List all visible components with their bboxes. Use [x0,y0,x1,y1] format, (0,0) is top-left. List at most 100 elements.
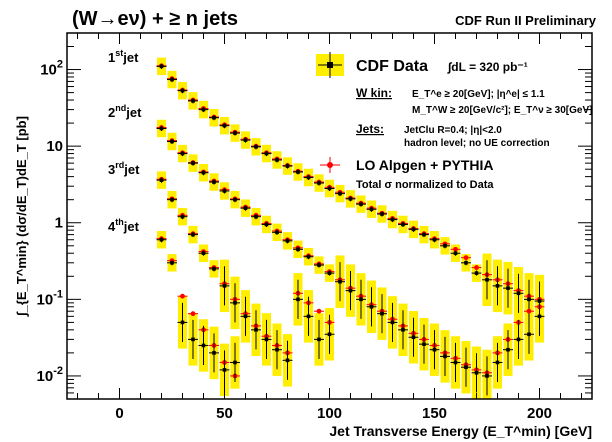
data-point [338,191,342,196]
data-point [254,145,258,149]
x-tick-label: 50 [216,405,233,422]
legend-mc-label: LO Alpgen + PYTHIA [356,157,494,173]
legend-wkin-line2: M_T^W ≥ 20[GeV/c²]; E_T^ν ≥ 30[GeV] [412,105,592,116]
data-point [296,170,300,174]
jet-label: 2ndjet [108,103,142,120]
x-tick-label: 0 [115,405,123,422]
mc-point [180,293,185,299]
data-point [212,351,216,355]
data-point [327,332,332,337]
legend-jets-title: Jets: [356,122,384,136]
data-point [443,354,447,359]
legend-data-label: CDF Data [356,58,428,75]
data-point [191,99,195,103]
data-point [170,139,174,144]
data-point [317,181,321,185]
data-point [222,368,227,372]
data-point [233,360,237,365]
data-point [180,320,185,325]
data-point [453,360,458,365]
data-point [254,328,258,332]
mc-point [453,246,458,252]
data-point [201,343,206,348]
data-point [180,88,185,93]
data-point [180,151,185,156]
mc-point [190,311,196,317]
y-tick-label: 10 [46,138,63,155]
data-point [170,77,174,82]
y-axis-label: ∫_{E_T^min} (dσ/dE_T)dE_T [pb] [14,116,29,317]
data-point [453,251,458,256]
data-point [222,123,227,128]
data-point [306,175,311,180]
legend-jets-line2: hadron level; no UE correction [404,138,550,149]
data-point [233,301,237,305]
data-point [338,279,342,284]
data-point [306,314,311,319]
data-point [380,311,384,316]
data-point [348,197,353,201]
data-point [275,230,279,235]
data-point [432,237,437,242]
data-point [159,237,164,242]
x-axis-label: Jet Transverse Energy (E_T^min) [GeV] [329,423,592,439]
legend-jets-line1: JetClu R=0.4; |η|<2.0 [404,125,502,136]
legend-wkin-title: W kin: [356,86,392,100]
data-point [243,138,248,142]
legend-lumi: ∫dL = 320 pb⁻¹ [447,60,528,74]
data-point [159,64,164,69]
data-point [180,214,185,219]
data-point [348,288,353,293]
jet-label: 1stjet [108,48,139,65]
legend-data-marker [327,62,333,68]
data-point [464,260,468,265]
data-point [285,239,290,243]
chart-title: (W→eν) + ≥ n jets [72,8,238,30]
mc-point [316,308,322,314]
data-point [306,254,311,259]
data-point [390,320,395,325]
data-point [390,217,395,222]
data-point [170,197,174,202]
data-point [296,297,300,302]
data-point [159,126,164,131]
data-point [464,365,468,370]
data-point [474,370,479,375]
data-point [432,347,437,352]
data-point [380,212,384,216]
data-point [264,222,269,227]
data-point [243,206,248,210]
data-point [243,314,248,319]
data-point [411,227,416,232]
data-point [285,358,290,363]
y-tick-label: 102 [40,59,63,79]
jet-label: 3rdjet [108,160,140,177]
x-tick-label: 150 [422,405,447,422]
data-point [233,131,237,135]
data-point [495,284,500,288]
data-point [191,161,195,165]
data-point [422,232,426,237]
data-point [327,186,332,191]
data-point [411,335,416,340]
y-tick-label: 10-1 [37,288,63,308]
data-point [495,360,500,365]
data-point [474,271,479,275]
data-point [527,332,531,337]
data-point [369,304,374,309]
data-point [285,164,290,168]
data-point [317,337,321,342]
jet-labels: 1stjet 2ndjet 3rdjet 4thjet [108,48,142,234]
data-point [222,189,227,193]
data-point [201,251,206,256]
data-point [401,328,405,332]
data-point [527,297,531,302]
data-point [327,271,332,275]
x-tick-label: 100 [317,405,342,422]
data-point [201,170,206,175]
data-point [485,277,489,282]
legend-mc-marker [327,162,333,168]
y-tick-label: 1 [55,215,63,232]
data-point [516,337,521,342]
